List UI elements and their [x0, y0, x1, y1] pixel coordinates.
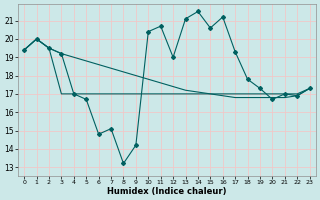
X-axis label: Humidex (Indice chaleur): Humidex (Indice chaleur) [107, 187, 227, 196]
